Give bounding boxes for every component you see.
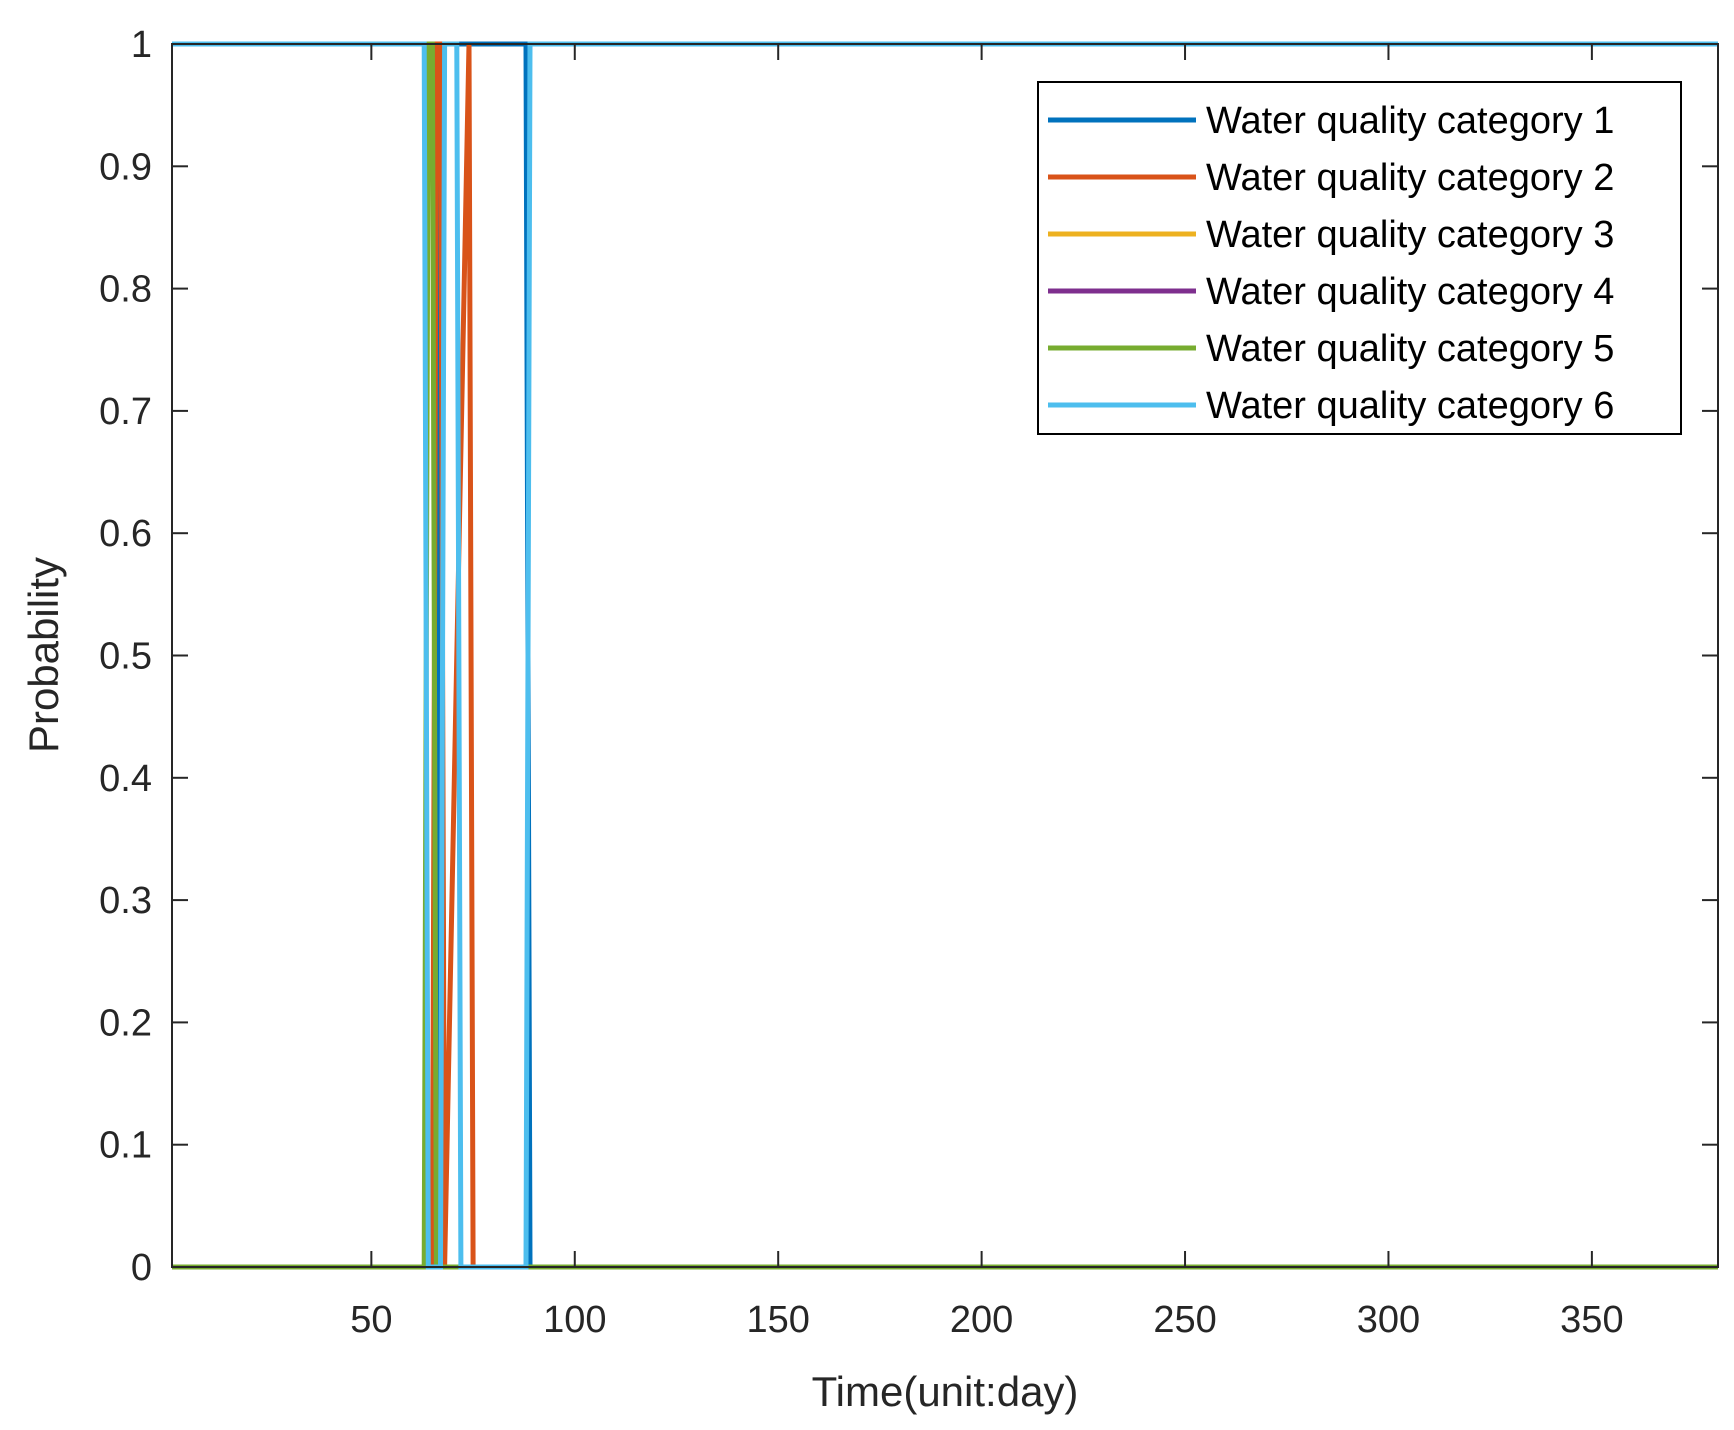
legend-label: Water quality category 2 bbox=[1206, 157, 1614, 199]
legend-box bbox=[1037, 81, 1682, 435]
y-axis-label: Probability bbox=[20, 557, 67, 753]
y-tick-label: 0.3 bbox=[99, 880, 152, 922]
y-tick-label: 0.2 bbox=[99, 1002, 152, 1044]
legend-label: Water quality category 4 bbox=[1206, 271, 1614, 313]
y-tick-label: 1 bbox=[131, 24, 152, 66]
legend-label: Water quality category 5 bbox=[1206, 328, 1614, 370]
y-tick-label: 0.6 bbox=[99, 513, 152, 555]
legend-label: Water quality category 6 bbox=[1206, 385, 1614, 427]
legend-label: Water quality category 1 bbox=[1206, 100, 1614, 142]
x-axis-ticks: 50 100 150 200 250 300 350 bbox=[350, 44, 1624, 1341]
y-tick-label: 0.8 bbox=[99, 269, 152, 311]
legend-label: Water quality category 3 bbox=[1206, 214, 1614, 256]
x-tick-label: 100 bbox=[543, 1299, 606, 1341]
y-tick-label: 0.1 bbox=[99, 1125, 152, 1167]
y-tick-label: 0.4 bbox=[99, 758, 152, 800]
y-tick-label: 0.5 bbox=[99, 636, 152, 678]
y-tick-label: 0.7 bbox=[99, 391, 152, 433]
x-tick-label: 300 bbox=[1357, 1299, 1420, 1341]
y-tick-label: 0 bbox=[131, 1247, 152, 1289]
series-line-6 bbox=[172, 41, 1718, 1270]
x-tick-label: 50 bbox=[350, 1299, 392, 1341]
y-axis-ticks: 0 0.1 0.2 0.3 0.4 0.5 0.6 0.7 0.8 0.9 1 bbox=[99, 24, 1718, 1289]
legend: Water quality category 1 Water quality ca… bbox=[1037, 81, 1682, 435]
x-axis-label: Time(unit:day) bbox=[812, 1368, 1079, 1415]
x-tick-label: 250 bbox=[1153, 1299, 1216, 1341]
x-tick-label: 150 bbox=[746, 1299, 809, 1341]
x-tick-label: 200 bbox=[950, 1299, 1013, 1341]
x-tick-label: 350 bbox=[1560, 1299, 1623, 1341]
y-tick-label: 0.9 bbox=[99, 146, 152, 188]
